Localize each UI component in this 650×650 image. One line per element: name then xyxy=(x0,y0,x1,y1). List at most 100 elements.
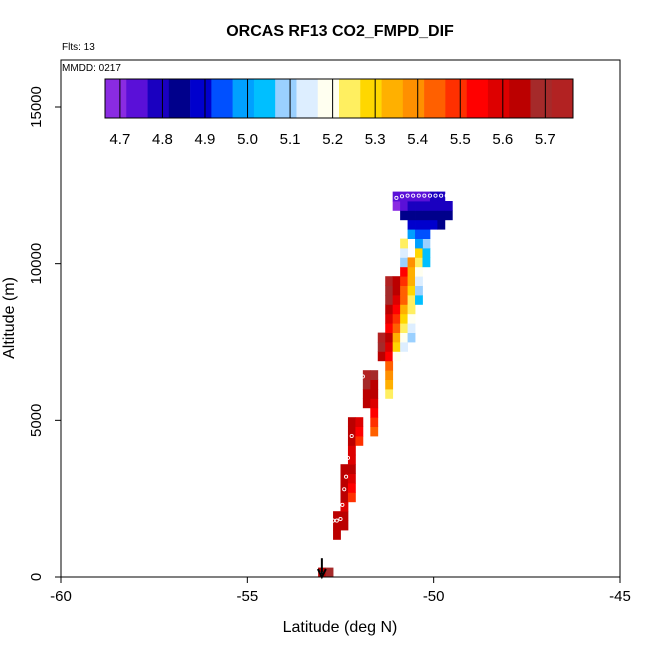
heatmap-cell xyxy=(362,389,371,399)
heatmap-cell xyxy=(400,210,408,221)
colorbar-swatch xyxy=(168,79,191,118)
heatmap-cell xyxy=(385,389,394,399)
heatmap-cell xyxy=(437,219,446,230)
heatmap-cell xyxy=(347,492,356,503)
track-point xyxy=(375,292,380,298)
track-point xyxy=(342,487,347,492)
heatmap-cell xyxy=(422,229,431,239)
heatmap-cell xyxy=(392,342,401,352)
colorbar-swatch xyxy=(487,79,510,118)
heatmap-cell xyxy=(347,483,356,493)
heatmap-cell xyxy=(355,436,364,446)
track-point xyxy=(323,537,328,542)
heatmap-cell xyxy=(400,323,408,333)
x-tick-label: -60 xyxy=(50,588,72,605)
heatmap-cell xyxy=(392,304,401,315)
heatmap-cell xyxy=(400,295,408,305)
heatmap-cell xyxy=(362,370,371,380)
colorbar-swatch xyxy=(317,79,340,118)
heatmap-cell xyxy=(400,332,408,343)
heatmap-cell xyxy=(437,201,446,211)
track-point xyxy=(368,336,373,341)
track-point xyxy=(379,274,384,279)
heatmap-cell xyxy=(355,417,364,427)
colorbar-swatch xyxy=(211,79,233,118)
heatmap-cell xyxy=(392,276,401,286)
heatmap-cell xyxy=(415,219,423,230)
track-point xyxy=(388,214,393,219)
colorbar-frame xyxy=(104,78,574,119)
heatmap-cell xyxy=(400,285,408,296)
y-tick-label: 15000 xyxy=(28,86,45,128)
heatmap-cell xyxy=(415,210,423,221)
track-point xyxy=(325,524,330,529)
heatmap-cell xyxy=(400,201,408,211)
axes: -60 -55 -50 -45 0 5000 10000 15000 xyxy=(28,86,631,605)
heatmap-cell xyxy=(422,210,431,221)
heatmap-cell xyxy=(407,210,416,221)
colorbar-tick-label: 4.7 xyxy=(109,131,130,148)
track-point xyxy=(357,393,362,398)
track-point xyxy=(353,412,358,417)
heatmap-cell xyxy=(347,445,356,456)
track-point xyxy=(427,193,432,198)
heatmap-cell xyxy=(407,201,416,211)
track-point xyxy=(439,193,444,198)
y-tick-label: 0 xyxy=(28,573,45,581)
heatmap-cell xyxy=(407,304,416,315)
heatmap-cell xyxy=(429,201,438,211)
heatmap-cell xyxy=(400,191,408,202)
heatmap-cell xyxy=(392,332,401,343)
heatmap-cell xyxy=(385,360,394,371)
heatmap-cell xyxy=(385,323,394,333)
colorbar-swatch xyxy=(402,79,425,118)
heatmap-cell xyxy=(392,201,401,211)
heatmap-cell xyxy=(400,266,408,277)
track-point xyxy=(340,502,345,507)
heatmap-cell xyxy=(385,285,394,296)
heatmap-cell xyxy=(377,332,386,343)
heatmap-cell xyxy=(429,210,438,221)
heatmap-cell xyxy=(415,276,423,286)
track-point xyxy=(321,549,326,554)
heatmap-cell xyxy=(347,417,356,427)
heatmap-cell xyxy=(407,266,416,277)
heatmap-cell xyxy=(415,191,423,202)
colorbar-swatch xyxy=(424,79,446,118)
heatmap-cell xyxy=(407,313,416,324)
track-point xyxy=(349,433,354,439)
heatmap-cell xyxy=(415,201,423,211)
colorbar-swatch xyxy=(105,79,127,118)
y-tick-label: 5000 xyxy=(28,404,45,437)
colorbar-tick-label: 5.2 xyxy=(322,131,343,148)
track-point xyxy=(399,194,405,199)
heatmap-cell xyxy=(347,454,356,465)
heatmap-cell xyxy=(370,389,379,399)
colorbar-swatch xyxy=(530,79,553,118)
heatmap-cell xyxy=(340,492,349,503)
colorbar-swatch xyxy=(253,79,276,118)
heatmap-cell xyxy=(347,436,356,446)
colorbar-swatch xyxy=(147,79,170,118)
plot-frame xyxy=(60,59,621,578)
colorbar-swatch xyxy=(232,79,255,118)
heatmap-cell xyxy=(400,257,408,268)
x-tick-label: -55 xyxy=(236,588,258,605)
heatmap-cell xyxy=(392,323,401,333)
heatmap-cell xyxy=(422,248,431,258)
colorbar: 4.7 4.8 4.9 5.0 5.1 5.2 5.3 5.4 5.5 5.6 5.7 xyxy=(104,78,574,148)
heatmap-cell xyxy=(400,276,408,286)
heatmap-cell xyxy=(415,229,423,239)
heatmap-cell xyxy=(407,257,416,268)
x-tick-label: -45 xyxy=(609,588,631,605)
heatmap-cell xyxy=(385,342,394,352)
colorbar-tick-label: 4.8 xyxy=(152,131,173,148)
heatmap-cell xyxy=(444,201,453,211)
heatmap-cell xyxy=(407,229,416,239)
heatmap-cell xyxy=(407,219,416,230)
heatmap-cell xyxy=(340,520,349,531)
colorbar-tick-label: 5.7 xyxy=(535,131,556,148)
heatmap-cell xyxy=(370,398,379,409)
heatmap-cell xyxy=(355,426,364,437)
track-point xyxy=(386,236,391,241)
